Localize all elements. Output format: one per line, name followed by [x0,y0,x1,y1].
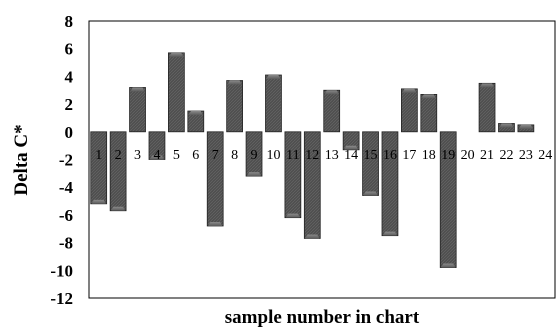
bar [478,82,496,133]
x-tick-label: 3 [134,148,141,163]
x-tick-label: 14 [344,148,358,163]
x-tick-label: 6 [192,148,199,163]
y-tick-label: -6 [59,206,73,225]
x-tick-label: 9 [251,148,258,163]
y-tick-label: -8 [59,234,73,253]
x-tick-label: 19 [441,148,455,163]
y-tick-label: -12 [50,289,73,308]
y-tick-label: -4 [59,178,74,197]
bar [498,123,515,133]
y-tick-label: 2 [65,95,74,114]
bar [362,131,379,196]
bar [381,131,399,237]
x-tick-label: 24 [538,148,552,163]
x-tick-label: 12 [305,148,319,163]
x-tick-label: 17 [402,148,416,163]
x-tick-label: 5 [173,148,180,163]
x-tick-label: 2 [115,148,122,163]
bar [129,87,146,133]
y-tick-label: 4 [65,67,74,86]
bar [420,94,438,133]
bar [517,124,535,133]
bar [303,131,321,239]
y-axis-title: Delta C* [11,124,32,195]
x-tick-label: 21 [480,148,494,163]
x-tick-label: 4 [153,148,160,163]
x-tick-label: 18 [422,148,436,163]
bar [206,131,224,227]
plot-frame [88,20,556,299]
bar [245,131,263,177]
bars-group [90,52,535,268]
y-tick-label: -2 [59,151,73,170]
x-tick-label: 7 [212,148,219,163]
x-tick-label: 15 [364,148,378,163]
y-tick-label: -10 [50,261,73,280]
x-tick-label: 13 [325,148,339,163]
x-tick-label: 16 [383,148,397,163]
x-tick-label: 22 [499,148,513,163]
x-tick-label: 1 [95,148,102,163]
x-tick-label: 10 [266,148,280,163]
bar [265,74,282,133]
x-tick-label: 11 [286,148,299,163]
x-tick-label: 23 [519,148,533,163]
x-axis-title: sample number in chart [225,307,420,328]
bar [226,80,243,133]
x-tick-label: 8 [231,148,238,163]
x-tick-label: 20 [461,148,475,163]
y-tick-labels: 8 6 4 2 0 -2 -4 -6 -8 -10 -12 [50,12,73,308]
bar [90,131,108,205]
bar [401,88,418,133]
bar [148,131,166,160]
bar [323,89,341,133]
bar [342,131,360,151]
y-tick-label: 8 [65,12,74,31]
bar [109,131,127,212]
bar [168,52,185,133]
bar [187,110,205,133]
bar [284,131,302,219]
y-tick-label: 6 [65,40,74,59]
bar [439,131,457,268]
x-tick-labels: 1 2 3 4 5 6 7 8 9 10 11 12 13 14 15 16 17 18 19 20 21 22 23 24 [95,148,552,163]
y-tick-label: 0 [65,123,74,142]
